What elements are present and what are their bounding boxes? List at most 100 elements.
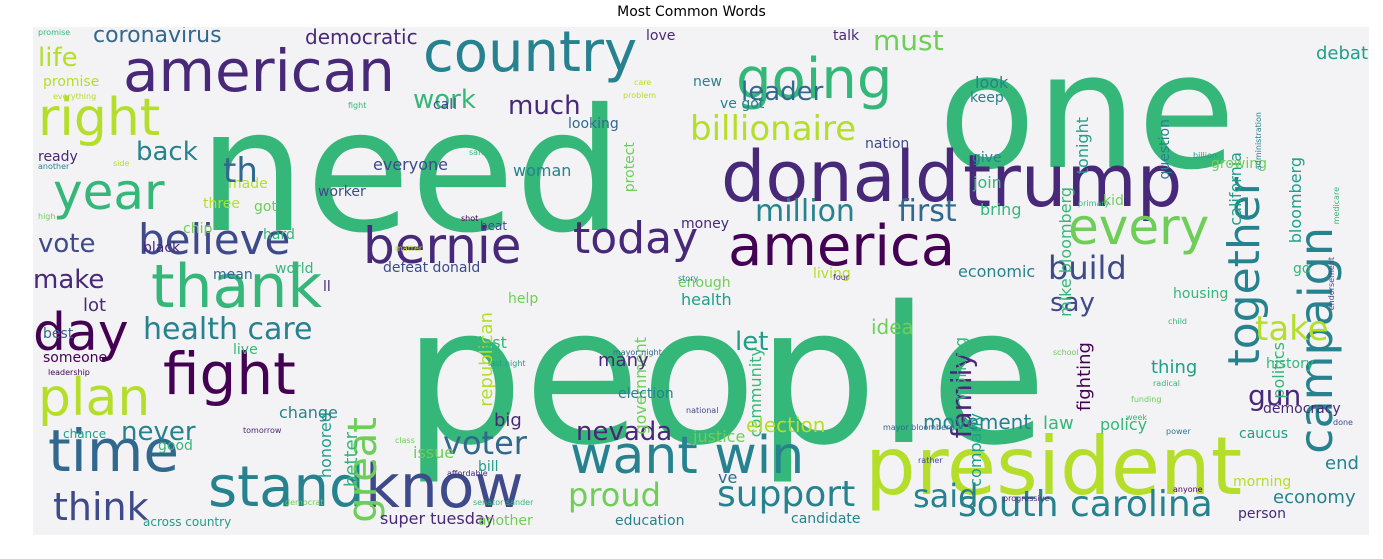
word-said-77: said <box>913 477 979 515</box>
word-thing-69: thing <box>1151 357 1198 378</box>
word-mayor-bloomberg-169: mayor bloomberg <box>883 423 955 432</box>
word-nation-94: nation <box>865 136 910 152</box>
word-everything-147: everything <box>53 92 97 101</box>
word-promise-145: promise <box>43 74 100 90</box>
word-high-150: high <box>38 212 56 221</box>
chart-title: Most Common Words <box>617 4 766 20</box>
word-th-135: th <box>223 151 258 191</box>
word-bring-98: bring <box>980 200 1022 219</box>
word-enough-106: enough <box>678 275 731 291</box>
word-america-9: america <box>728 214 956 279</box>
word-work-40: work <box>413 85 476 115</box>
word-ready-93: ready <box>38 149 78 165</box>
word-democrat-175: democrat <box>285 498 324 507</box>
word-three-122: three <box>203 196 241 212</box>
word-nevada-50: nevada <box>576 417 673 447</box>
word-radical-160: radical <box>1153 379 1181 388</box>
word-chance-130: chance <box>63 427 107 441</box>
word-health-105: health <box>681 290 732 309</box>
word-someone-139: someone <box>43 350 108 366</box>
word-economic-108: economic <box>958 262 1036 281</box>
word-world-103: world <box>275 261 314 277</box>
word-caucus-133: caucus <box>1239 426 1289 442</box>
word-law-73: law <box>1043 413 1074 434</box>
word-four-168: four <box>833 273 850 282</box>
word-going-8: going <box>736 47 893 112</box>
word-trump-5: trump <box>963 139 1183 223</box>
word-senator-sander-176: senator sander <box>473 498 534 507</box>
word-today-20: today <box>573 213 699 264</box>
word-beat-101: beat <box>480 219 508 233</box>
word-school-162: school <box>1053 348 1079 357</box>
word-much-46: much <box>508 91 581 121</box>
word-child-159: child <box>1168 317 1187 326</box>
word-question-60: question <box>1157 119 1173 180</box>
word-democracy-71: democracy <box>1263 401 1341 417</box>
word-another-148: another <box>38 162 70 171</box>
word-fight-13: fight <box>163 340 296 408</box>
word-week-163: week <box>1126 413 1148 422</box>
word-another-83: another <box>478 513 533 529</box>
word-across-country-82: across country <box>143 515 232 529</box>
word-make-49: make <box>33 265 105 295</box>
word-cloud: need people one president donald trump america… <box>33 27 1369 535</box>
word-mike-bloomberg-58: mike bloomberg <box>1056 187 1075 317</box>
word-look-110: look <box>975 73 1009 92</box>
word-morning-137: morning <box>1233 474 1292 490</box>
word-ve-134: ve <box>718 468 738 487</box>
word-never-51: never <box>121 417 196 447</box>
word-best-128: best <box>43 326 74 342</box>
word-billionaire-26: billionaire <box>690 109 857 149</box>
word-done-164: done <box>1333 418 1353 427</box>
word-shot-173: shot <box>461 214 479 223</box>
word-one-2: one <box>938 27 1236 205</box>
word-care-179: care <box>634 78 652 87</box>
word-build-36: build <box>1048 249 1127 287</box>
word-know-16: know <box>365 452 524 522</box>
word-class-172: class <box>395 436 415 445</box>
word-idea-88: idea <box>871 315 914 339</box>
word-help-104: help <box>508 291 539 307</box>
word-gun-38: gun <box>1248 379 1302 412</box>
word-bill-84: bill <box>478 459 499 475</box>
word-first-35: first <box>898 194 957 229</box>
word-living-107: living <box>813 266 851 282</box>
word-bernie-10: bernie <box>363 217 522 275</box>
word-worker-151: worker <box>318 184 366 200</box>
word-money-100: money <box>681 216 729 232</box>
word-proud-29: proud <box>568 476 661 514</box>
word-progressive-174: progressive <box>1003 494 1050 503</box>
word-time-14: time <box>48 417 180 485</box>
word-looking-120: looking <box>568 116 619 132</box>
word-growing-113: growing <box>1211 156 1267 172</box>
word-issue-85: issue <box>413 443 455 462</box>
word-primary-167: primary <box>1078 199 1110 208</box>
word-everyone-95: everyone <box>373 155 448 174</box>
word-back-47: back <box>136 137 198 167</box>
word-election-144: election <box>618 386 674 402</box>
word-housing-114: housing <box>1173 286 1229 302</box>
word-change-132: change <box>279 403 338 422</box>
word-protect-121: protect <box>622 142 638 193</box>
word-funding-161: funding <box>1131 395 1162 404</box>
word-many-89: many <box>598 350 649 371</box>
word-ll-136: ll <box>323 279 331 295</box>
word-anyone-166: anyone <box>1173 485 1203 494</box>
word-call-119: call <box>433 97 458 113</box>
word-justice-75: justice <box>693 427 746 446</box>
word-affordable-170: affordable <box>447 469 488 478</box>
word-say-53: say <box>1050 288 1095 318</box>
word-person-78: person <box>1238 506 1286 522</box>
word-south-carolina-28: south carolina <box>958 484 1213 525</box>
word-endorsement-158: endorsement <box>1327 257 1336 311</box>
word-take-39: take <box>1255 309 1329 349</box>
word-go-109: go <box>1293 261 1311 277</box>
word-new-116: new <box>693 74 722 90</box>
word-chip-91: chip <box>183 221 213 237</box>
word-love-115: love <box>646 28 676 44</box>
word-education-80: education <box>615 513 685 529</box>
word-end-55: end <box>1325 453 1359 474</box>
word-people-1: people <box>403 266 1048 487</box>
word-kid-99: kid <box>1103 193 1124 209</box>
word-million-34: million <box>755 194 855 229</box>
